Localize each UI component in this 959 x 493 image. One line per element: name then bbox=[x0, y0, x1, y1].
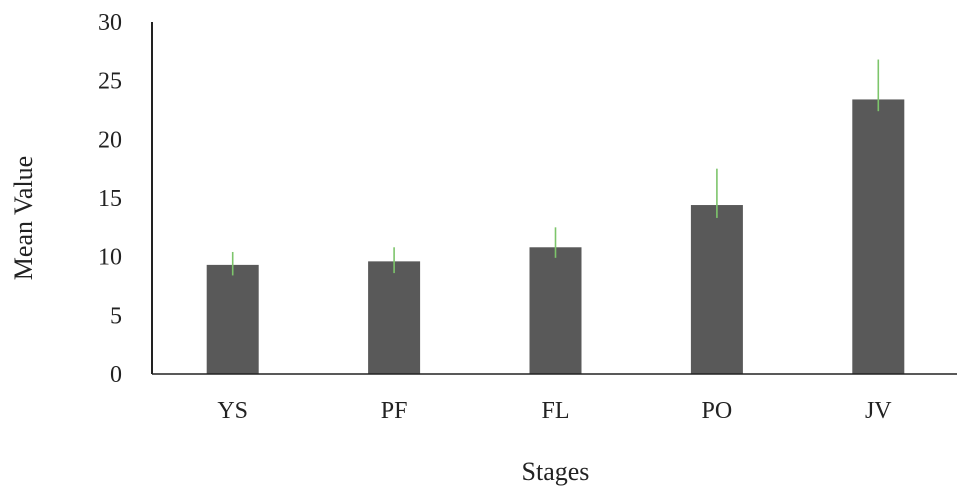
y-tick-label: 20 bbox=[98, 127, 122, 153]
bar-po bbox=[690, 205, 743, 374]
y-tick-label: 0 bbox=[110, 362, 122, 388]
bar-fl bbox=[529, 247, 582, 374]
error-bars bbox=[231, 59, 880, 276]
y-tick-label: 25 bbox=[98, 69, 122, 95]
y-tick-label: 30 bbox=[98, 10, 122, 36]
x-axis-title: Stages bbox=[522, 457, 590, 486]
x-tick-label: JV bbox=[865, 398, 892, 424]
x-tick-label: YS bbox=[217, 398, 248, 424]
x-axis-ticks: YS PF FL PO JV bbox=[217, 398, 892, 424]
y-tick-label: 10 bbox=[98, 245, 122, 271]
x-tick-label: PO bbox=[702, 398, 733, 424]
y-axis-ticks: 0 5 10 15 20 25 30 bbox=[98, 10, 122, 388]
bars bbox=[206, 99, 905, 374]
y-axis-title: Mean Value bbox=[9, 156, 38, 280]
y-tick-label: 5 bbox=[110, 303, 122, 329]
bar-ys bbox=[206, 264, 259, 374]
bar-jv bbox=[852, 99, 905, 374]
x-tick-label: FL bbox=[541, 398, 569, 424]
bar-pf bbox=[368, 261, 421, 374]
x-tick-label: PF bbox=[381, 398, 408, 424]
y-tick-label: 15 bbox=[98, 186, 122, 212]
